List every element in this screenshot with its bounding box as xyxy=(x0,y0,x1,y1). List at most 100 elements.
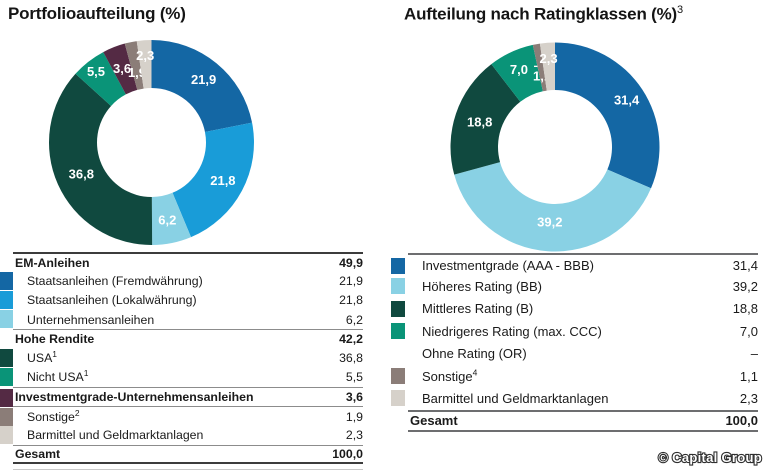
legend-swatch xyxy=(0,271,13,290)
row-value: 21,8 xyxy=(339,293,363,308)
footnote-marker: 1 xyxy=(52,349,58,360)
row-label: Mittleres Rating (B) xyxy=(422,301,534,317)
portfolio-legend-table: EM-Anleihen 49,9 Staatsanleihen (Fremdwähr… xyxy=(0,252,363,471)
capital-group-logo: © Capital Group xyxy=(657,449,763,466)
rating-chart-title: Aufteilung nach Ratingklassen (%)3 xyxy=(404,4,683,25)
table-row: Investmentgrade (AAA - BBB) 31,4 xyxy=(391,253,758,275)
row-label: USA1 xyxy=(27,349,58,366)
legend-swatch xyxy=(0,407,13,426)
slice-value-label: 31,4 xyxy=(614,92,640,107)
table-group-row: Hohe Rendite 42,2 xyxy=(13,329,363,348)
table-row: Sonstige2 1,9 xyxy=(0,406,363,426)
row-value: 2,3 xyxy=(739,391,758,407)
donut-slice-3 xyxy=(450,64,521,175)
row-label: Höheres Rating (BB) xyxy=(422,279,542,295)
row-label: Unternehmensanleihen xyxy=(27,312,155,327)
row-label: Gesamt xyxy=(15,447,61,462)
legend-swatch xyxy=(0,310,13,329)
row-value: 49,9 xyxy=(339,255,363,270)
portfolio-chart-title: Portfolioaufteilung (%) xyxy=(8,4,186,23)
slice-value-label: 3,6 xyxy=(113,61,131,76)
row-value: 18,8 xyxy=(732,301,758,317)
table-row: Sonstige4 1,1 xyxy=(391,365,758,387)
legend-swatch xyxy=(0,426,13,445)
row-label: Nicht USA1 xyxy=(27,368,89,385)
table-row: Unternehmensanleihen 6,2 xyxy=(0,310,363,329)
slice-value-label: 21,9 xyxy=(191,72,216,87)
row-label: Staatsanleihen (Fremdwährung) xyxy=(27,273,203,288)
row-value: 6,2 xyxy=(345,312,363,327)
table-group-row: EM-Anleihen 49,9 xyxy=(13,252,363,271)
donut-slice-2 xyxy=(454,162,651,252)
row-label: Investmentgrade-Unternehmensanleihen xyxy=(15,390,254,405)
rating-chart-title-text: Aufteilung nach Ratingklassen (%) xyxy=(404,4,677,24)
row-value: 42,2 xyxy=(339,332,363,347)
row-value: 21,9 xyxy=(339,273,363,288)
row-label: Gesamt xyxy=(410,413,458,429)
rating-chart-title-footnote-marker: 3 xyxy=(677,4,683,16)
legend-swatch xyxy=(391,300,405,317)
row-value: 39,2 xyxy=(732,279,758,295)
legend-swatch xyxy=(391,367,405,384)
row-value: 2,3 xyxy=(345,428,363,443)
row-label: Sonstige4 xyxy=(422,367,478,384)
legend-swatch xyxy=(391,390,405,407)
donut-slice-4 xyxy=(48,73,153,246)
row-value: 5,5 xyxy=(345,370,363,385)
legend-swatch xyxy=(0,291,13,310)
slice-value-label: 5,5 xyxy=(87,64,105,79)
table-total-row: Gesamt 100,0 xyxy=(13,444,363,465)
donut-slice-5 xyxy=(75,52,126,106)
table-row: Ohne Rating (OR) – xyxy=(408,343,758,365)
donut-slice-8 xyxy=(136,40,152,89)
portfolio-donut-chart: 21,921,86,236,85,5 3,61,92,3 xyxy=(48,40,254,246)
row-label: Ohne Rating (OR) xyxy=(422,346,527,362)
rating-donut-chart: 31,439,218,87,0 –1,12,3 xyxy=(450,42,660,252)
slice-value-label: 2,3 xyxy=(136,48,154,63)
row-label: Niedrigeres Rating (max. CCC) xyxy=(422,323,602,339)
table-row: Staatsanleihen (Fremdwährung) 21,9 xyxy=(0,271,363,290)
legend-swatch xyxy=(0,388,13,407)
table-row: Staatsanleihen (Lokalwährung) 21,8 xyxy=(0,291,363,310)
table-row: Nicht USA1 5,5 xyxy=(0,368,363,387)
donut-slice-3 xyxy=(151,192,192,245)
table-row: Barmittel und Geldmarktanlagen 2,3 xyxy=(0,426,363,445)
slice-value-label: 39,2 xyxy=(537,215,562,230)
row-value: 3,6 xyxy=(345,390,363,405)
donut-slice-4 xyxy=(491,44,543,102)
row-value: 100,0 xyxy=(725,413,758,429)
row-value: 100,0 xyxy=(332,447,363,462)
row-label: Barmittel und Geldmarktanlagen xyxy=(422,391,609,407)
table-total-row: Gesamt 100,0 xyxy=(408,409,758,433)
row-value: 31,4 xyxy=(732,257,758,273)
table-row: Höheres Rating (BB) 39,2 xyxy=(391,275,758,297)
table-row: Mittleres Rating (B) 18,8 xyxy=(391,298,758,320)
table-row: USA1 36,8 xyxy=(0,348,363,367)
slice-value-label: 21,8 xyxy=(210,173,235,188)
row-value: – xyxy=(750,346,758,362)
row-value: 36,8 xyxy=(339,351,363,366)
legend-swatch xyxy=(391,278,405,295)
rating-legend-table: Investmentgrade (AAA - BBB) 31,4 Höheres R… xyxy=(391,253,758,433)
row-label: Hohe Rendite xyxy=(15,332,95,347)
capital-group-logo-text: © Capital Group xyxy=(658,450,762,465)
row-value: 1,9 xyxy=(345,409,363,424)
row-value: 7,0 xyxy=(739,323,758,339)
donut-slice-7 xyxy=(124,41,144,90)
footnote-marker: 2 xyxy=(74,407,80,418)
slice-value-label: 7,0 xyxy=(510,62,528,77)
row-label: Investmentgrade (AAA - BBB) xyxy=(422,257,594,273)
footnote-marker: 4 xyxy=(472,367,478,378)
footnote-marker: 1 xyxy=(83,368,89,379)
row-label: Staatsanleihen (Lokalwährung) xyxy=(27,293,197,308)
donut-slice-6 xyxy=(532,43,547,92)
donut-slice-2 xyxy=(172,122,254,238)
row-label: Sonstige2 xyxy=(27,407,80,424)
legend-swatch xyxy=(391,258,405,274)
donut-slice-1 xyxy=(151,40,253,132)
donut-slice-6 xyxy=(103,43,138,95)
row-value: 1,1 xyxy=(739,368,758,384)
slice-value-label: 36,8 xyxy=(69,166,94,181)
legend-swatch xyxy=(391,323,405,340)
